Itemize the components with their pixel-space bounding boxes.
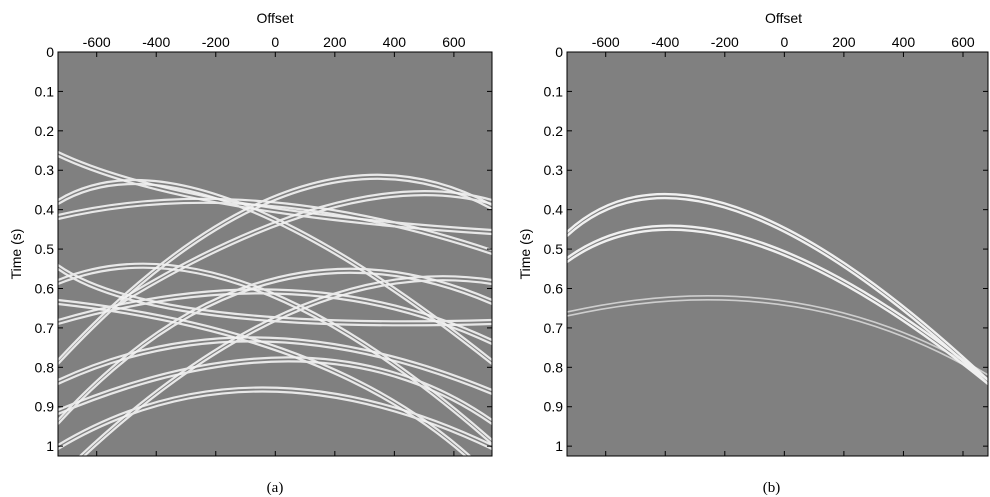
y-tick-label: 1 (46, 438, 54, 454)
y-tick-label: 0 (46, 44, 54, 60)
x-tick-label: 400 (892, 34, 916, 50)
x-axis-label: Offset (765, 10, 802, 26)
event (79, 275, 492, 456)
y-tick-label: 0.3 (35, 162, 55, 178)
y-tick-label: 0.4 (35, 202, 55, 218)
x-tick-label: -400 (651, 34, 679, 50)
x-tick-label: 600 (951, 34, 975, 50)
y-axis-label: Time (s) (8, 229, 24, 280)
x-tick-label: -200 (711, 34, 739, 50)
x-axis-label: Offset (256, 10, 293, 26)
axes-frame (566, 51, 989, 457)
event (58, 197, 492, 252)
y-tick-label: 0.6 (35, 280, 55, 296)
event (58, 151, 492, 232)
x-tick-label: 200 (323, 34, 347, 50)
events-white (567, 192, 988, 381)
y-tick-label: 0.2 (544, 123, 564, 139)
event (567, 295, 988, 376)
y-tick-label: 0.2 (35, 123, 55, 139)
caption: (b) (763, 480, 781, 496)
y-tick-label: 0.1 (35, 83, 55, 99)
y-tick-label: 0 (555, 44, 563, 60)
event (58, 336, 492, 392)
y-tick-label: 0.7 (544, 320, 564, 336)
y-tick-label: 0.5 (544, 241, 564, 257)
y-tick-label: 0.5 (35, 241, 55, 257)
y-tick-label: 0.6 (544, 280, 564, 296)
x-tick-label: 0 (780, 34, 788, 50)
event (58, 267, 492, 421)
x-tick-label: -600 (592, 34, 620, 50)
x-tick-label: 400 (383, 34, 407, 50)
y-tick-label: 0.9 (35, 399, 55, 415)
y-tick-label: 0.8 (35, 359, 55, 375)
x-tick-label: 200 (832, 34, 856, 50)
y-tick-label: 0.3 (544, 162, 564, 178)
panel-a-image (58, 52, 492, 456)
y-tick-label: 0.8 (544, 359, 564, 375)
x-tick-label: -200 (202, 34, 230, 50)
x-tick-label: -600 (83, 34, 111, 50)
event (567, 192, 988, 381)
caption: (a) (267, 480, 284, 496)
panel-b-image (567, 52, 988, 456)
x-tick-label: 600 (442, 34, 466, 50)
y-tick-label: 0.9 (544, 399, 564, 415)
event (58, 386, 492, 446)
y-tick-label: 0.4 (544, 202, 564, 218)
event (58, 264, 492, 323)
panel-a-events (58, 151, 492, 456)
panel-b-events (567, 192, 988, 386)
x-tick-label: 0 (271, 34, 279, 50)
event (567, 224, 988, 381)
x-tick-label: -400 (142, 34, 170, 50)
y-axis-label: Time (s) (517, 229, 533, 280)
event (58, 288, 492, 341)
y-tick-label: 0.1 (544, 83, 564, 99)
y-tick-label: 0.7 (35, 320, 55, 336)
y-tick-label: 1 (555, 438, 563, 454)
